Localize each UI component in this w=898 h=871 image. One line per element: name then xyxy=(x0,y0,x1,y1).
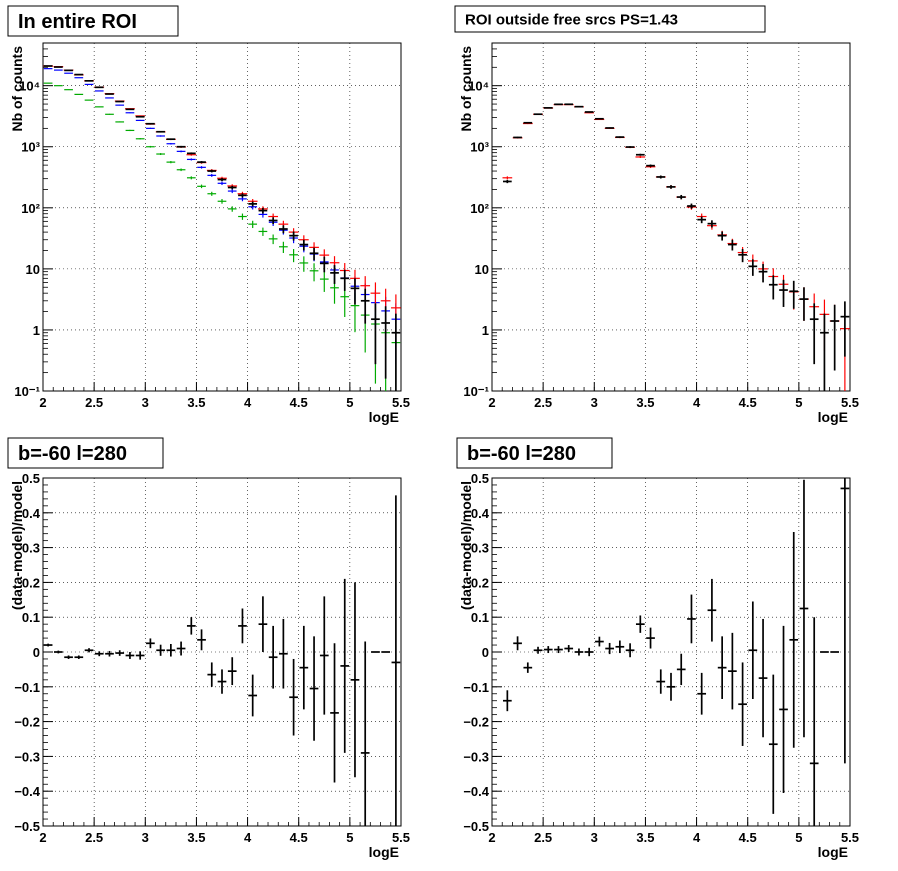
plot-frame xyxy=(491,42,851,392)
x-tick-label: 4.5 xyxy=(290,830,308,845)
y-tick-label: 0 xyxy=(33,645,40,660)
chart-title-box xyxy=(7,437,164,469)
x-tick-label: 3 xyxy=(591,395,598,410)
y-tick-label: 1 xyxy=(33,323,40,338)
y-tick-label: 0.4 xyxy=(22,506,41,521)
x-tick-label: 3 xyxy=(142,830,149,845)
x-tick-label: 3.5 xyxy=(636,830,654,845)
y-tick-label: 10³ xyxy=(470,140,489,155)
y-tick-label: 10³ xyxy=(21,140,40,155)
y-tick-label: 0.1 xyxy=(471,610,489,625)
chart-title: b=-60 l=280 xyxy=(18,443,127,465)
y-tick-label: 10² xyxy=(21,201,40,216)
x-tick-label: 4 xyxy=(693,830,701,845)
x-tick-label: 4.5 xyxy=(739,830,757,845)
series-1 xyxy=(502,478,850,826)
x-tick-label: 2 xyxy=(39,395,46,410)
chart-title: ROI outside free srcs PS=1.43 xyxy=(465,11,678,28)
y-tick-label: 0.2 xyxy=(471,575,489,590)
x-tick-label: 4.5 xyxy=(290,395,308,410)
x-tick-label: 5 xyxy=(795,395,802,410)
y-tick-label: −0.5 xyxy=(463,819,489,834)
y-tick-label: 10 xyxy=(475,262,489,277)
x-axis-title: logE xyxy=(818,844,848,860)
x-tick-label: 5.5 xyxy=(841,395,859,410)
x-tick-label: 5.5 xyxy=(392,830,410,845)
x-tick-label: 4 xyxy=(244,830,252,845)
y-axis-title: (data-model)/model xyxy=(458,481,474,610)
x-tick-label: 2.5 xyxy=(534,830,552,845)
y-tick-label: 10 xyxy=(26,262,40,277)
x-tick-label: 5 xyxy=(795,830,802,845)
x-tick-label: 3.5 xyxy=(187,395,205,410)
x-axis-title: logE xyxy=(369,844,399,860)
x-tick-label: 3.5 xyxy=(187,830,205,845)
chart-title: b=-60 l=280 xyxy=(467,443,576,465)
chart-title-box xyxy=(7,5,179,37)
x-tick-label: 2 xyxy=(488,395,495,410)
y-tick-label: 10⁻¹ xyxy=(463,384,489,399)
x-tick-label: 2 xyxy=(488,830,495,845)
y-tick-label: −0.2 xyxy=(463,715,489,730)
chart-panel-2: 2 2.5 3 3.5 4 4.5 5 5.5 10⁻¹ 1 10 10² 10³ 10⁴ logE Nb o… xyxy=(454,5,859,425)
chart-title: In entire ROI xyxy=(18,11,137,33)
x-tick-label: 2.5 xyxy=(85,395,103,410)
x-tick-label: 5 xyxy=(346,830,353,845)
y-tick-label: −0.4 xyxy=(14,784,40,799)
x-tick-label: 5 xyxy=(346,395,353,410)
chart-title-box xyxy=(454,5,766,33)
y-tick-label: 10⁴ xyxy=(19,79,40,94)
y-tick-label: 0.3 xyxy=(22,541,40,556)
plot-frame xyxy=(42,477,402,827)
series-4 xyxy=(43,65,401,391)
y-tick-label: −0.2 xyxy=(14,715,40,730)
x-tick-label: 5.5 xyxy=(841,830,859,845)
chart-panel-1: 2 2.5 3 3.5 4 4.5 5 5.5 10⁻¹ 1 10 10² 10³ 10⁴ logE Nb o… xyxy=(7,5,410,425)
y-tick-label: 0 xyxy=(482,645,489,660)
x-tick-label: 2 xyxy=(39,830,46,845)
chart-panel-4: 2 2.5 3 3.5 4 4.5 5 5.5 −0.5 −0.4 −0.3 −0.2 −0.1 0 0.1… xyxy=(456,437,859,860)
y-tick-label: 0.5 xyxy=(471,471,489,486)
x-tick-label: 3 xyxy=(591,830,598,845)
y-tick-label: 10⁴ xyxy=(468,79,489,94)
series-1 xyxy=(43,495,401,826)
x-tick-label: 3 xyxy=(142,395,149,410)
y-tick-label: 0.2 xyxy=(22,575,40,590)
y-tick-label: −0.5 xyxy=(14,819,40,834)
x-tick-label: 4 xyxy=(693,395,701,410)
y-tick-label: 0.4 xyxy=(471,506,490,521)
y-tick-label: 10⁻¹ xyxy=(14,384,40,399)
y-axis-title: Nb of counts xyxy=(9,46,25,132)
y-tick-label: 0.3 xyxy=(471,541,489,556)
plot-frame xyxy=(491,477,851,827)
y-tick-label: −0.3 xyxy=(14,749,40,764)
y-tick-label: 0.1 xyxy=(22,610,40,625)
y-axis-title: (data-model)/model xyxy=(9,481,25,610)
y-tick-label: 10² xyxy=(470,201,489,216)
x-axis-title: logE xyxy=(369,409,399,425)
y-tick-label: −0.4 xyxy=(463,784,489,799)
x-tick-label: 2.5 xyxy=(534,395,552,410)
y-tick-label: −0.1 xyxy=(463,680,489,695)
series-2 xyxy=(502,103,850,391)
x-tick-label: 2.5 xyxy=(85,830,103,845)
plot-frame xyxy=(42,42,402,392)
x-tick-label: 4 xyxy=(244,395,252,410)
chart-panel-3: 2 2.5 3 3.5 4 4.5 5 5.5 −0.5 −0.4 −0.3 −0.2 −0.1 0 0.1… xyxy=(7,437,410,860)
chart-title-box xyxy=(456,437,613,469)
y-tick-label: −0.3 xyxy=(463,749,489,764)
x-tick-label: 3.5 xyxy=(636,395,654,410)
y-axis-title: Nb of counts xyxy=(458,46,474,132)
y-tick-label: −0.1 xyxy=(14,680,40,695)
x-tick-label: 5.5 xyxy=(392,395,410,410)
x-tick-label: 4.5 xyxy=(739,395,757,410)
y-tick-label: 1 xyxy=(482,323,489,338)
y-tick-label: 0.5 xyxy=(22,471,40,486)
x-axis-title: logE xyxy=(818,409,848,425)
